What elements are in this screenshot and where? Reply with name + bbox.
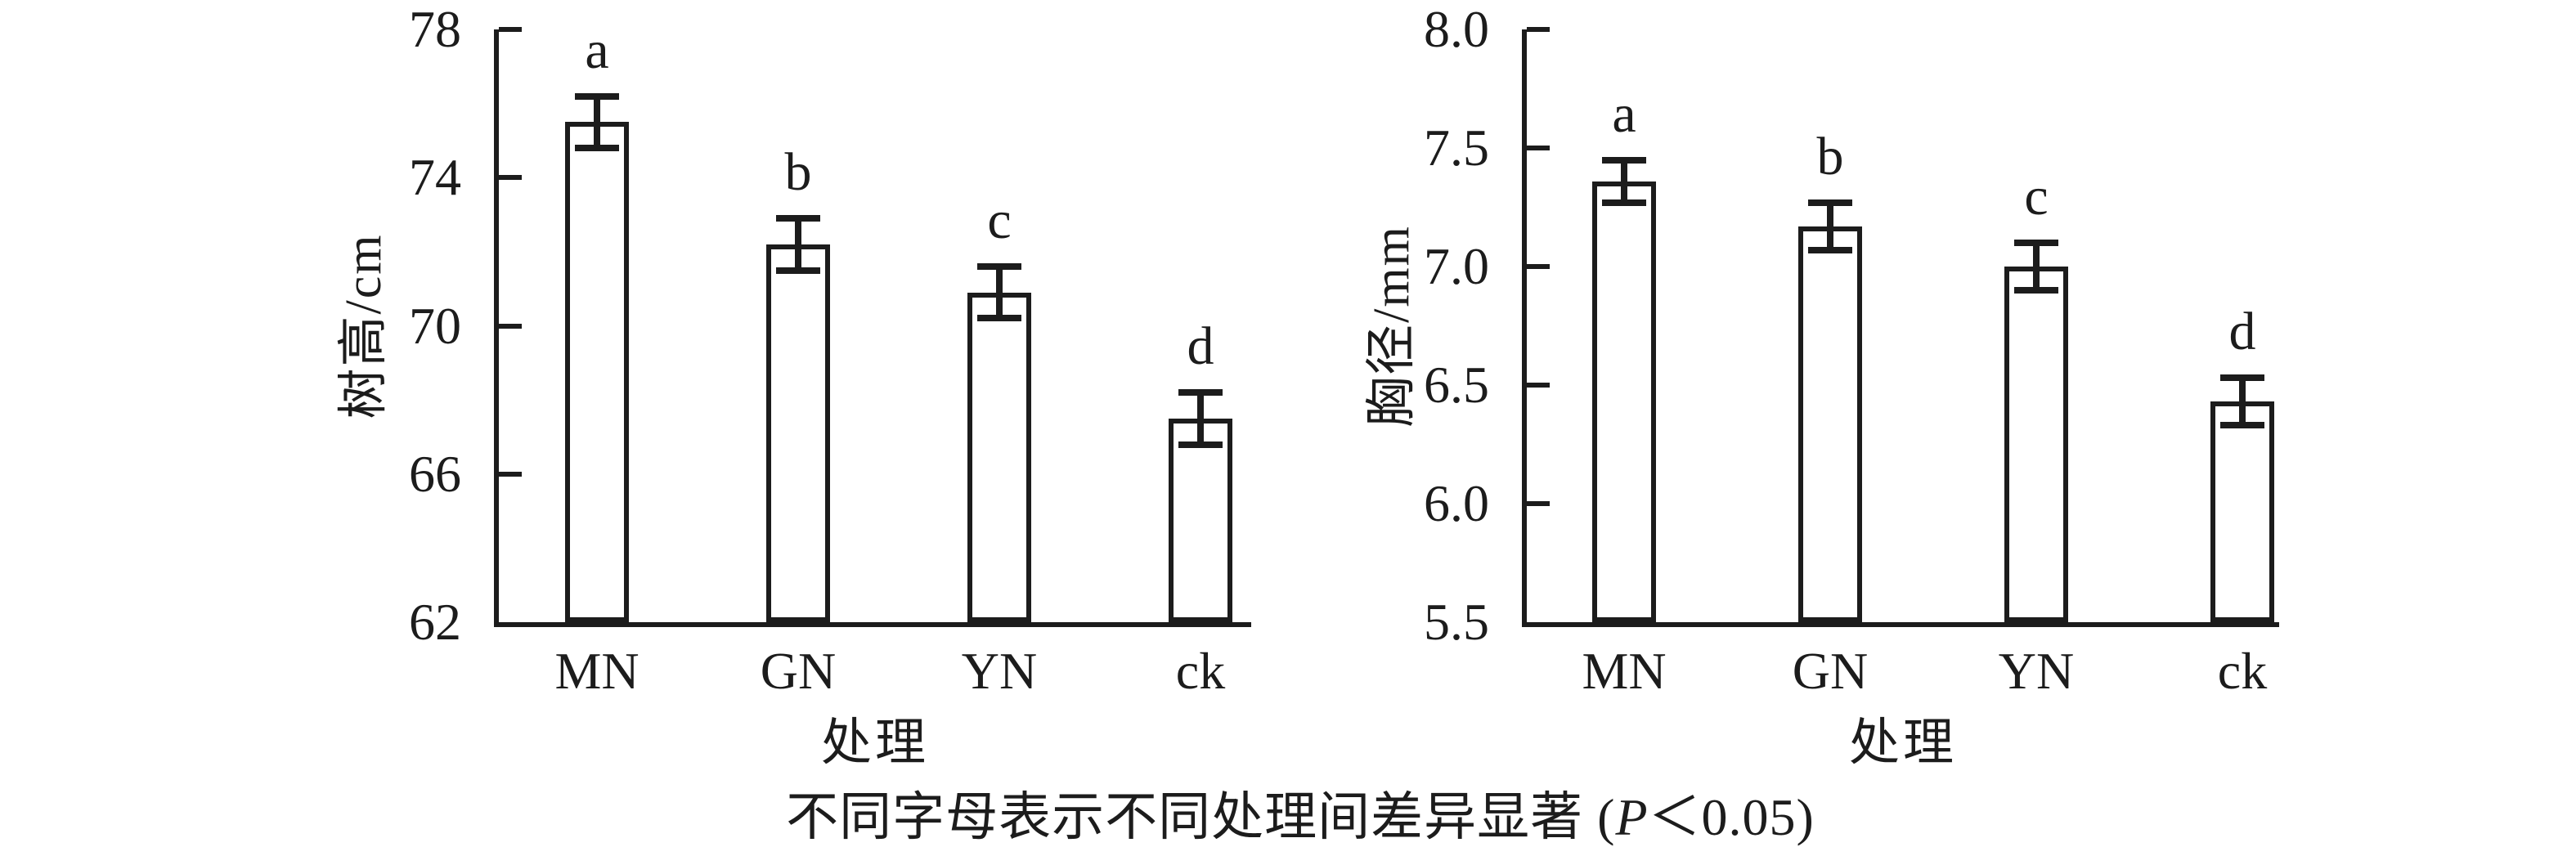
error-cap-top-MN [1602, 156, 1646, 164]
sig-letter-c-YN: c [987, 190, 1012, 250]
error-bar-YN [996, 267, 1003, 319]
x-category-MN: MN [1582, 642, 1667, 700]
error-cap-bottom-YN [977, 315, 1021, 322]
y-tick-label-7.0: 7.0 [1424, 237, 1489, 295]
y-tick-74 [499, 175, 522, 181]
caption-p-italic: P [1615, 788, 1649, 846]
x-axis-title-treatment-left: 处理 [820, 715, 929, 771]
y-tick-66 [499, 471, 522, 477]
bar-YN [2004, 267, 2068, 622]
y-tick-label-6.5: 6.5 [1424, 356, 1489, 414]
error-cap-bottom-GN [776, 267, 820, 274]
sig-letter-d-ck: d [1187, 316, 1214, 377]
bar-ck [2210, 401, 2274, 622]
sig-letter-b-GN: b [1816, 126, 1844, 186]
error-cap-top-GN [776, 215, 820, 222]
y-tick-label-7.5: 7.5 [1424, 119, 1489, 177]
y-tick-label-66: 66 [409, 444, 461, 503]
y-tick-label-74: 74 [409, 148, 461, 207]
y-tick-label-5.5: 5.5 [1424, 593, 1489, 651]
y-tick-78 [499, 27, 522, 32]
chart-dbh: 胸径/mm 处理 8.0 7.5 7.0 6.5 6.0 5.5 a MN b GN c YN d ck [1364, 0, 2279, 771]
bar-YN [967, 292, 1031, 622]
error-cap-bottom-MN [1602, 199, 1646, 206]
bar-MN [1592, 181, 1656, 622]
sig-letter-c-YN: c [2024, 167, 2049, 226]
y-tick-6.5 [1527, 383, 1550, 388]
sig-letter-d-ck: d [2228, 302, 2256, 362]
x-category-ck: ck [1175, 642, 1226, 700]
y-tick-label-8.0: 8.0 [1424, 0, 1489, 58]
error-cap-bottom-YN [2014, 287, 2058, 294]
bar-GN [766, 244, 830, 622]
error-bar-GN [1827, 202, 1833, 250]
y-tick-label-78: 78 [409, 0, 461, 58]
error-cap-top-ck [1178, 389, 1223, 397]
figure-caption: 不同字母表示不同处理间差异显著 (P＜0.05) [786, 775, 1815, 850]
error-cap-top-MN [575, 92, 619, 100]
x-category-YN: YN [961, 642, 1038, 700]
sig-letter-a-MN: a [585, 20, 609, 80]
y-tick-label-62: 62 [409, 593, 461, 651]
error-cap-bottom-GN [1808, 246, 1852, 253]
sig-letter-a-MN: a [1612, 83, 1636, 144]
caption-text: 不同字母表示不同处理间差异显著 ( [786, 788, 1616, 846]
error-cap-top-YN [2014, 240, 2058, 246]
y-tick-7.0 [1527, 264, 1550, 269]
bar-MN [565, 122, 629, 622]
error-bar-ck [1197, 392, 1204, 445]
chart-tree-height: 树高/cm 处理 78 74 70 66 62 a MN b GN c YN d ck [336, 0, 1251, 771]
error-bar-GN [795, 218, 801, 271]
error-cap-top-ck [2220, 374, 2264, 382]
error-cap-bottom-ck [2220, 422, 2264, 429]
error-cap-top-GN [1808, 199, 1852, 206]
x-category-YN: YN [1998, 642, 2075, 700]
error-cap-bottom-ck [1178, 441, 1223, 448]
x-category-ck: ck [2217, 642, 2268, 700]
x-axis-title-treatment-right: 处理 [1848, 715, 1957, 771]
bar-ck [1169, 418, 1232, 622]
error-bar-MN [1621, 159, 1627, 203]
error-cap-bottom-MN [575, 145, 619, 151]
error-cap-top-YN [977, 263, 1021, 270]
sig-letter-b-GN: b [784, 142, 812, 203]
error-bar-ck [2239, 378, 2246, 426]
x-category-GN: GN [760, 642, 837, 700]
x-category-MN: MN [554, 642, 640, 700]
y-tick-label-6.0: 6.0 [1424, 474, 1489, 532]
y-tick-6.0 [1527, 501, 1550, 506]
error-bar-MN [594, 96, 600, 148]
y-tick-8.0 [1527, 27, 1550, 32]
y-tick-70 [499, 323, 522, 329]
y-tick-7.5 [1527, 146, 1550, 150]
bar-GN [1798, 226, 1862, 622]
y-tick-label-70: 70 [409, 296, 461, 355]
x-category-GN: GN [1792, 642, 1869, 700]
error-bar-YN [2033, 243, 2040, 290]
caption-suffix: ＜0.05) [1648, 788, 1815, 846]
